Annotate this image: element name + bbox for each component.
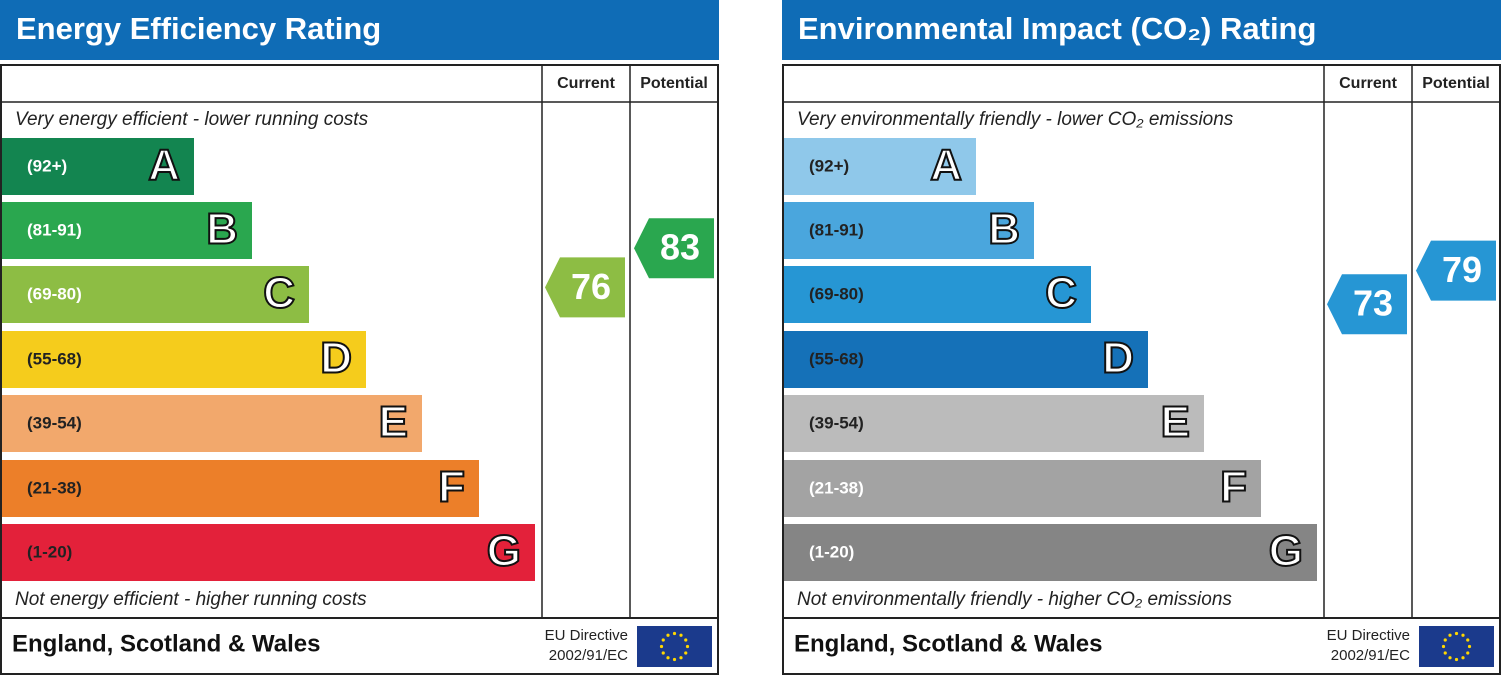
band-bar	[2, 266, 309, 323]
frame	[0, 64, 719, 675]
rating-panel: Environmental Impact (CO₂) Rating Current…	[782, 0, 1501, 675]
rating-value: 73	[1353, 283, 1393, 324]
eu-star	[1448, 633, 1452, 637]
band-letter: B	[206, 205, 238, 254]
title-bar	[782, 0, 1501, 60]
eu-star	[1443, 638, 1447, 642]
eu-star	[684, 651, 688, 655]
band-letter: G	[487, 527, 521, 576]
column-header: Current	[1339, 75, 1397, 92]
band-bar	[2, 331, 366, 388]
band-range: (69-80)	[27, 284, 82, 303]
eu-star	[679, 656, 683, 660]
eu-star	[1454, 631, 1459, 636]
rating-value: 83	[660, 227, 700, 268]
panel-title: Environmental Impact (CO₂) Rating	[798, 11, 1316, 46]
band-bar	[784, 524, 1317, 581]
eu-star	[1441, 644, 1446, 649]
band-letter: E	[379, 398, 408, 447]
bottom-caption: Not environmentally friendly - higher CO…	[797, 589, 1232, 610]
band-letter: G	[1269, 527, 1303, 576]
eu-star	[684, 638, 688, 642]
eu-star	[1467, 644, 1472, 649]
band-range: (39-54)	[809, 413, 864, 432]
band-range: (92+)	[27, 156, 67, 175]
directive-label: EU Directive	[1327, 627, 1410, 644]
rating-arrow	[1416, 240, 1496, 301]
band-letter: C	[1045, 269, 1077, 318]
rating-panel: Energy Efficiency Rating Current Potential…	[0, 0, 719, 675]
band-letter: A	[148, 141, 180, 190]
region-label: England, Scotland & Wales	[794, 630, 1102, 657]
band-bar	[784, 202, 1034, 259]
band-letter: C	[263, 269, 295, 318]
panel-title: Energy Efficiency Rating	[16, 11, 381, 46]
band-bar	[2, 138, 194, 195]
top-caption: Very energy efficient - lower running co…	[15, 109, 369, 130]
region-label: England, Scotland & Wales	[12, 630, 320, 657]
rating-value: 79	[1442, 249, 1482, 290]
bottom-caption: Not energy efficient - higher running co…	[15, 589, 367, 610]
title-bar	[0, 0, 719, 60]
eu-star	[1443, 651, 1447, 655]
band-range: (92+)	[809, 156, 849, 175]
eu-star	[661, 638, 665, 642]
eu-star	[666, 656, 670, 660]
band-bar	[784, 266, 1091, 323]
band-letter: B	[988, 205, 1020, 254]
directive-label: 2002/91/EC	[549, 647, 628, 664]
eu-star	[659, 644, 664, 649]
band-range: (1-20)	[809, 542, 854, 561]
band-range: (81-91)	[809, 220, 864, 239]
band-letter: F	[1220, 463, 1247, 512]
band-range: (55-68)	[809, 349, 864, 368]
band-bar	[784, 395, 1204, 452]
band-range: (81-91)	[27, 220, 82, 239]
band-bar	[784, 460, 1261, 517]
eu-star	[1466, 651, 1470, 655]
band-letter: D	[320, 334, 352, 383]
band-range: (39-54)	[27, 413, 82, 432]
rating-arrow	[634, 218, 714, 279]
eu-star	[1461, 656, 1465, 660]
column-header: Potential	[640, 75, 708, 92]
eu-star	[661, 651, 665, 655]
eu-star	[1461, 633, 1465, 637]
band-bar	[2, 460, 479, 517]
band-range: (21-38)	[27, 478, 82, 497]
band-letter: F	[438, 463, 465, 512]
band-bar	[784, 138, 976, 195]
band-bar	[2, 524, 535, 581]
eu-star	[1466, 638, 1470, 642]
eu-star	[672, 657, 677, 662]
rating-arrow	[545, 257, 625, 318]
band-bar	[784, 331, 1148, 388]
band-bar	[2, 202, 252, 259]
band-range: (21-38)	[809, 478, 864, 497]
eu-star	[1454, 657, 1459, 662]
eu-star	[679, 633, 683, 637]
band-range: (69-80)	[809, 284, 864, 303]
band-letter: E	[1161, 398, 1190, 447]
directive-label: EU Directive	[545, 627, 628, 644]
band-range: (55-68)	[27, 349, 82, 368]
band-letter: D	[1102, 334, 1134, 383]
band-letter: A	[930, 141, 962, 190]
frame	[782, 64, 1501, 675]
band-range: (1-20)	[27, 542, 72, 561]
column-header: Current	[557, 75, 615, 92]
rating-value: 76	[571, 266, 611, 307]
column-header: Potential	[1422, 75, 1490, 92]
eu-star	[666, 633, 670, 637]
band-bar	[2, 395, 422, 452]
eu-star	[672, 631, 677, 636]
top-caption: Very environmentally friendly - lower CO…	[797, 109, 1234, 130]
rating-arrow	[1327, 274, 1407, 335]
eu-star	[685, 644, 690, 649]
eu-star	[1448, 656, 1452, 660]
directive-label: 2002/91/EC	[1331, 647, 1410, 664]
